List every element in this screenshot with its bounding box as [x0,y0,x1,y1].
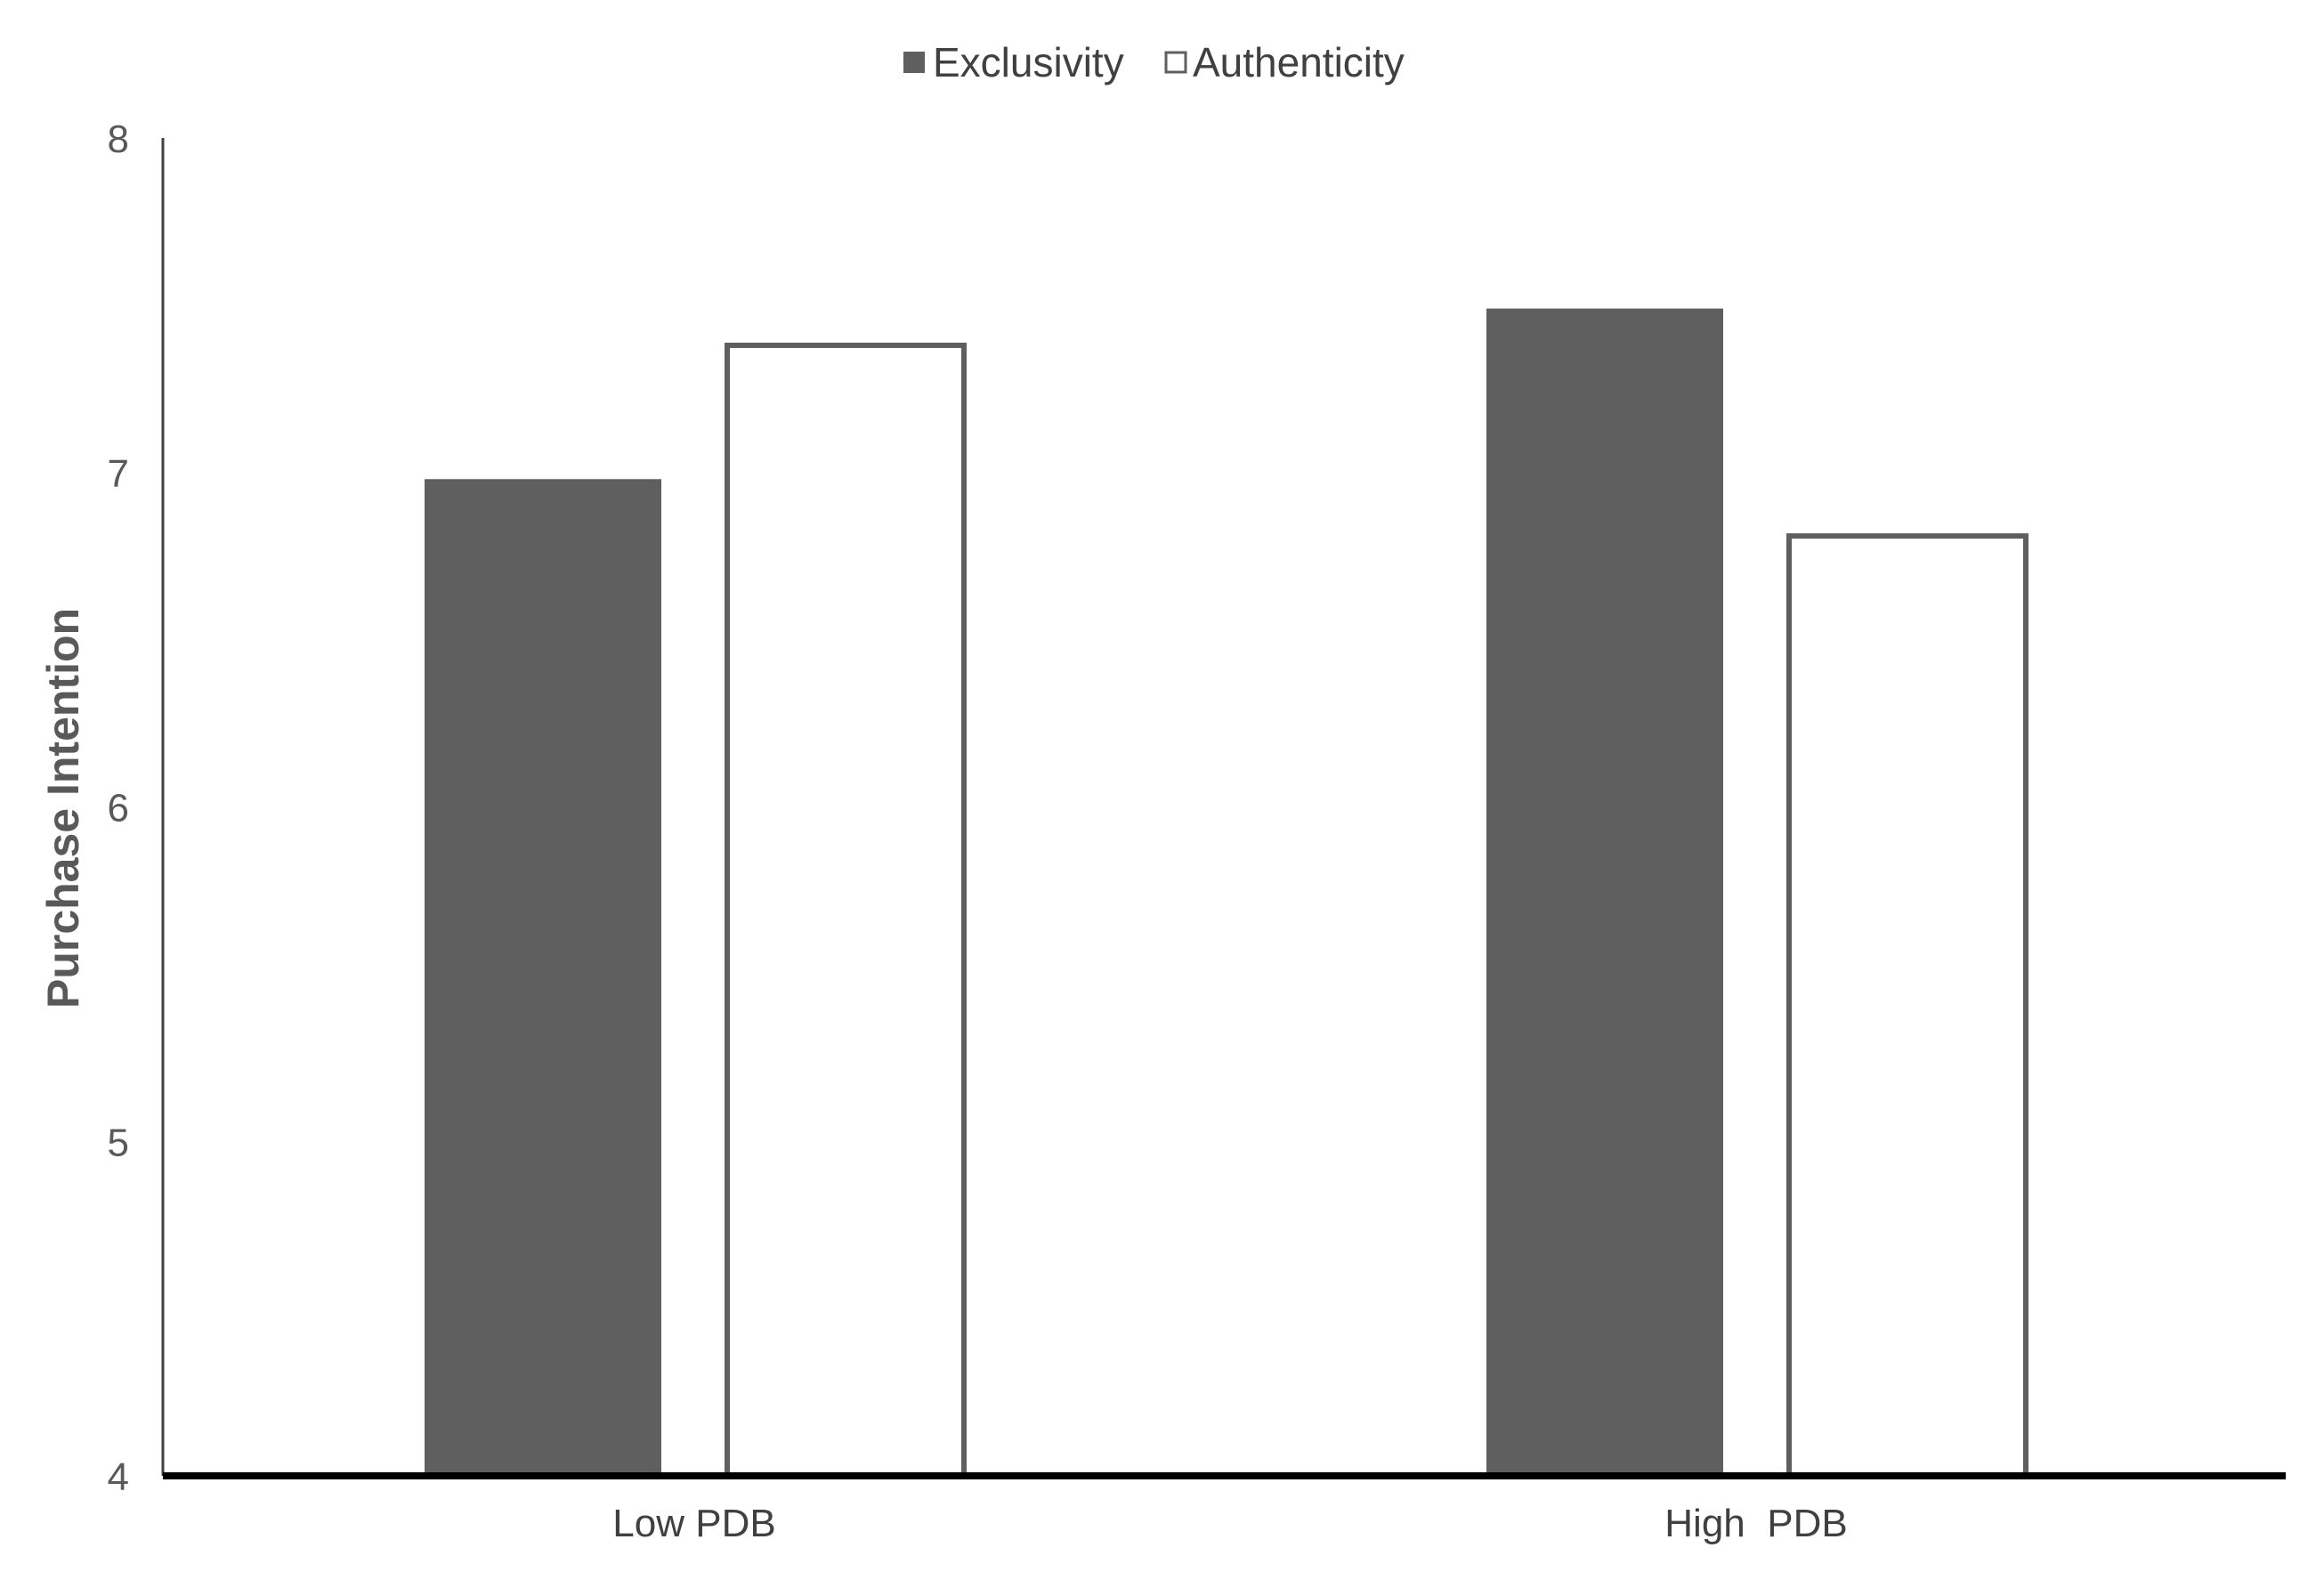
x-tick-labels: Low PDB High PDB [612,1502,1847,1545]
legend-item-authenticity: Authenticity [1164,39,1405,85]
legend-swatch-exclusivity [903,52,925,73]
y-tick-labels: 4 5 6 7 8 [108,117,129,1499]
y-tick-label: 7 [108,452,129,496]
bar-exclusivity-high-pdb [1486,308,1723,1476]
bar-exclusivity-low-pdb [425,479,661,1476]
legend-label-authenticity: Authenticity [1193,39,1405,85]
y-tick-label: 6 [108,787,129,831]
y-tick-label: 5 [108,1121,129,1164]
y-tick-label: 8 [108,117,129,161]
bar-authenticity-high-pdb [1786,533,2028,1479]
y-axis-label: Purchase Intention [38,608,88,1009]
bar-authenticity-low-pdb [725,342,967,1479]
bars [425,308,2028,1479]
x-tick-label-high-pdb: High PDB [1664,1502,1847,1545]
legend-swatch-authenticity [1164,51,1187,74]
x-tick-label-low-pdb: Low PDB [612,1502,775,1545]
legend-label-exclusivity: Exclusivity [933,39,1124,85]
legend: Exclusivity Authenticity [903,39,1405,85]
y-tick-label: 4 [108,1455,129,1499]
legend-item-exclusivity: Exclusivity [903,39,1124,85]
